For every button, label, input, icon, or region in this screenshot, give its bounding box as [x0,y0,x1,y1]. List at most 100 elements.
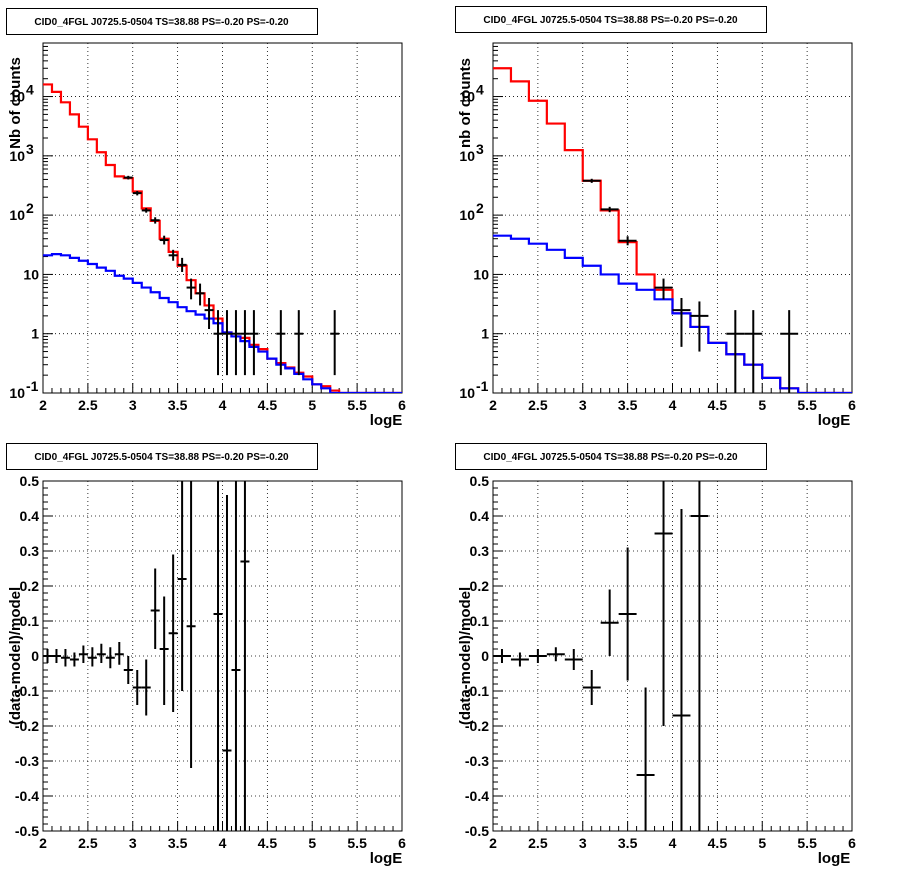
data-point [744,310,763,393]
data-point [493,649,511,663]
x-tick-label: 5 [308,835,316,851]
data-point [150,568,160,649]
data-point [213,310,223,376]
data-point [177,257,187,272]
data-point [672,298,691,347]
y-tick-label: -0.2 [15,718,39,734]
background-model-line [43,253,402,393]
y-tick-label: 10 [9,385,25,401]
y-tick-label: -0.5 [15,823,39,839]
x-tick-label: 2.5 [528,397,548,413]
y-axis-title: nb of counts [457,58,474,148]
x-tick-label: 4 [219,397,227,413]
data-point [204,298,214,330]
y-tick-label: 10 [459,89,475,105]
y-tick-exponent: -1 [476,378,489,394]
x-tick-label: 6 [398,397,406,413]
y-tick-exponent: 4 [476,82,484,98]
data-point [195,283,205,306]
x-tick-label: 5 [758,397,766,413]
y-tick-exponent: 4 [26,82,34,98]
grid [43,43,402,393]
data-point [213,481,223,831]
panel-title-box: CID0_4FGL J0725.5-0504 TS=38.88 PS=-0.20… [6,443,318,470]
data-point [132,670,142,705]
x-tick-label: 5.5 [797,397,817,413]
data-point [123,656,133,684]
y-tick-label: 10 [23,266,39,282]
data-point [582,670,601,705]
panel-3: CID0_4FGL J0725.5-0504 TS=38.88 PS=-0.20… [6,443,406,867]
data-point [177,481,187,691]
data-point [249,310,259,376]
panel-title: CID0_4FGL J0725.5-0504 TS=38.88 PS=-0.20… [483,15,738,26]
y-ticks [43,480,53,832]
y-tick-label: -0.2 [465,718,489,734]
y-tick-label: 10 [459,207,475,223]
y-tick-label: -0.1 [15,683,39,699]
model-total-line [493,67,852,393]
y-tick-label: 0.3 [470,543,490,559]
panel-title-box: CID0_4FGL J0725.5-0504 TS=38.88 PS=-0.20… [6,8,318,35]
x-tick-label: 6 [848,397,856,413]
y-tick-label: 0.5 [470,473,490,489]
y-tick-label: -0.4 [15,788,39,804]
x-tick-label: 3.5 [168,835,188,851]
y-ticks [493,480,503,832]
data-point [159,235,169,245]
x-tick-label: 4.5 [708,835,728,851]
plot-area [43,481,250,831]
y-ticks [43,42,53,394]
y-tick-label: 0.1 [470,613,490,629]
data-point [636,687,655,831]
y-tick-label: -0.3 [465,753,489,769]
grid [43,481,402,831]
x-tick-label: 4 [669,397,677,413]
data-point [240,481,250,831]
data-point [600,589,619,656]
plot-area [43,83,402,393]
data-point [690,301,709,352]
y-tick-label: 10 [459,148,475,164]
y-tick-label: -0.3 [15,753,39,769]
y-tick-label: 0.5 [20,473,40,489]
y-tick-label: 10 [9,89,25,105]
data-point [186,278,196,300]
y-tick-label: 10 [9,207,25,223]
y-tick-label: 0.2 [20,578,40,594]
panel-2: CID0_4FGL J0725.5-0504 TS=38.88 PS=-0.20… [455,6,856,429]
y-tick-label: -0.4 [465,788,489,804]
x-axis-title: logE [818,412,851,429]
panel-title: CID0_4FGL J0725.5-0504 TS=38.88 PS=-0.20… [34,452,289,463]
x-tick-label: 5.5 [797,835,817,851]
data-point [690,481,709,831]
data-point [231,310,241,376]
x-tick-label: 6 [398,835,406,851]
x-tick-label: 2.5 [528,835,548,851]
data-point [618,236,637,246]
y-tick-label: 1 [31,326,39,342]
data-point [43,649,52,663]
x-tick-label: 2 [489,397,497,413]
data-point [51,649,61,663]
data-point [546,647,565,662]
data-point [600,206,619,213]
panel-1: CID0_4FGL J0725.5-0504 TS=38.88 PS=-0.20… [6,8,406,429]
x-axis-title: logE [370,850,403,867]
data-point [78,645,88,663]
data-point [132,191,142,196]
data-point [672,509,691,831]
data-point [780,310,799,393]
x-tick-label: 6 [848,835,856,851]
y-tick-exponent: -1 [26,378,39,394]
data-point [150,217,160,224]
y-axis-title: (data-model)/model [457,587,474,725]
data-point [564,649,583,670]
data-point [654,278,673,300]
data-point [159,596,169,705]
panel-4: CID0_4FGL J0725.5-0504 TS=38.88 PS=-0.20… [455,443,856,867]
x-tick-label: 4.5 [708,397,728,413]
data-point [141,659,151,716]
data-point [240,310,250,376]
